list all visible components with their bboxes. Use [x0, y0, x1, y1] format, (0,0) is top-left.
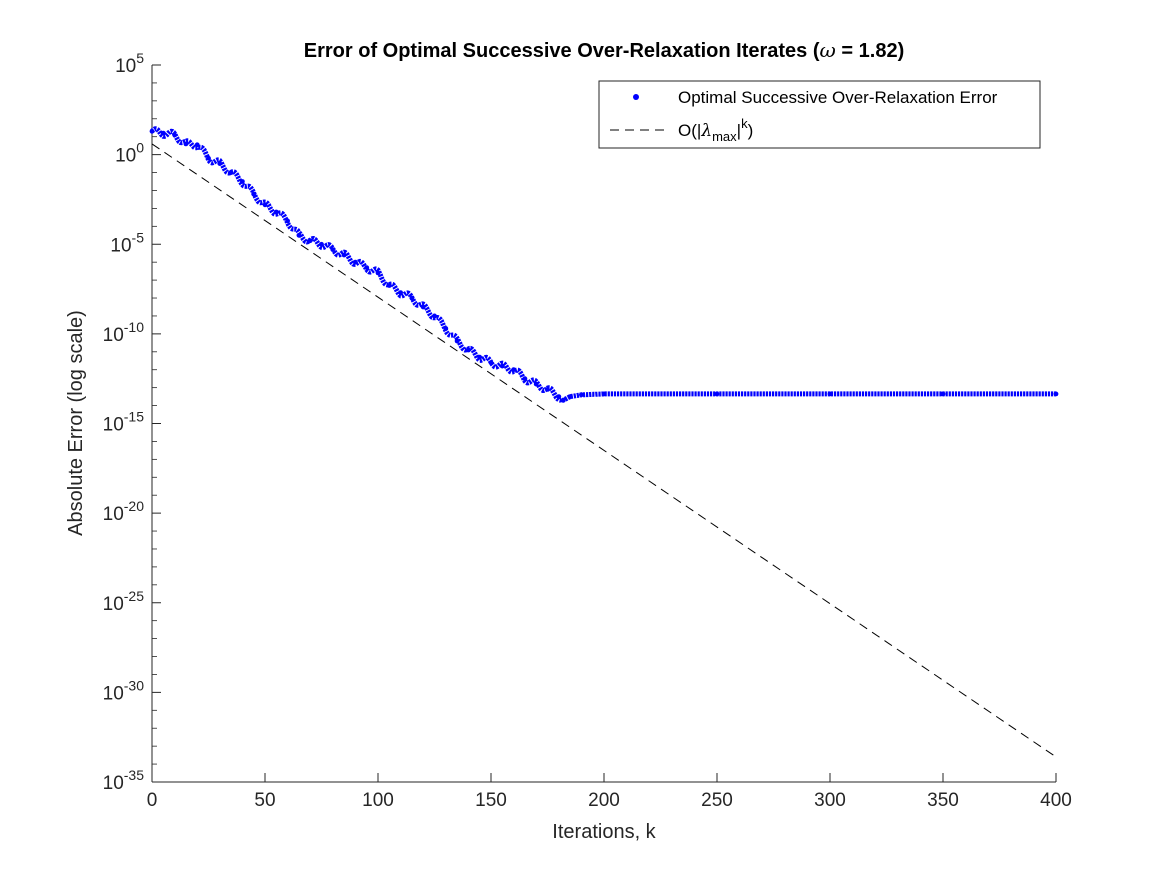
x-tick-label: 100 — [362, 790, 394, 811]
error-point — [228, 170, 234, 176]
legend-ref-sup: k — [741, 116, 748, 131]
error-point — [273, 209, 279, 215]
title-main: Error of Optimal Successive Over-Relaxat… — [304, 40, 820, 62]
error-point — [341, 252, 347, 258]
error-point — [556, 394, 562, 399]
error-point — [364, 265, 370, 270]
title-omega: ω — [820, 38, 836, 62]
error-point — [443, 326, 449, 331]
error-point — [560, 397, 566, 403]
x-tick-label: 50 — [254, 790, 275, 811]
error-point — [466, 347, 471, 353]
error-point — [601, 391, 607, 397]
series-error-dots — [150, 126, 1058, 403]
error-point — [217, 161, 223, 167]
error-point — [533, 381, 539, 387]
y-tick-label: 10-30 — [103, 677, 145, 704]
legend-ref-sub: max — [712, 129, 737, 144]
y-tick-label: 10-10 — [103, 319, 145, 346]
x-tick-label: 200 — [588, 790, 620, 811]
error-point — [398, 290, 403, 295]
x-tick-label: 0 — [147, 790, 158, 811]
error-point — [206, 155, 211, 161]
error-point — [285, 218, 290, 224]
error-point — [714, 391, 720, 397]
error-point — [488, 360, 494, 365]
error-point — [477, 354, 483, 360]
error-point — [1053, 391, 1059, 397]
error-point — [353, 259, 358, 265]
error-point — [330, 247, 336, 253]
error-point — [149, 128, 155, 134]
title-end: = 1.82) — [836, 40, 904, 62]
legend: Optimal Successive Over-Relaxation Error… — [598, 80, 1041, 149]
chart-title: Error of Optimal Successive Over-Relaxat… — [304, 38, 904, 62]
error-point — [386, 283, 392, 288]
y-tick-label: 105 — [115, 50, 144, 77]
y-tick-label: 10-20 — [103, 498, 145, 525]
y-tick-label: 100 — [115, 140, 144, 167]
error-point — [307, 238, 313, 244]
y-tick-label: 10-5 — [110, 229, 144, 256]
error-point — [240, 179, 245, 184]
error-point — [409, 295, 415, 301]
error-point — [375, 270, 381, 276]
x-tick-label: 250 — [701, 790, 733, 811]
series-error-points — [149, 128, 1059, 403]
error-point — [251, 191, 257, 197]
error-point — [432, 313, 437, 319]
error-point — [172, 132, 178, 138]
error-point — [545, 387, 550, 392]
y-tick-label: 10-25 — [103, 588, 145, 615]
legend-ref-prefix: O(| — [678, 121, 701, 140]
legend-entry-error: Optimal Successive Over-Relaxation Error — [678, 88, 998, 107]
error-point — [262, 202, 268, 208]
legend-entry-reference: O(|λmax|k) — [678, 116, 753, 144]
x-tick-label: 300 — [814, 790, 846, 811]
error-point — [511, 367, 516, 373]
error-point — [183, 141, 189, 147]
error-point — [827, 391, 833, 397]
error-point — [567, 394, 573, 399]
legend-marker-dot — [633, 94, 639, 100]
error-point — [194, 142, 200, 148]
y-ticks: 105 100 10-5 10-10 10-15 10-20 10-25 10-30 10-35 — [103, 50, 161, 794]
plot-area — [152, 65, 1056, 782]
error-point — [420, 304, 426, 310]
error-point — [579, 392, 584, 398]
error-point — [454, 338, 460, 344]
error-point — [319, 241, 324, 247]
x-tick-label: 350 — [927, 790, 959, 811]
x-tick-label: 400 — [1040, 790, 1072, 811]
error-point — [296, 232, 302, 238]
x-tick-label: 150 — [475, 790, 507, 811]
error-point — [522, 376, 528, 382]
y-axis-label: Absolute Error (log scale) — [65, 310, 87, 536]
x-axis-label: Iterations, k — [552, 821, 656, 843]
x-ticks: 0 50 100 150 200 250 300 350 400 — [147, 773, 1072, 811]
y-tick-label: 10-35 — [103, 767, 145, 794]
y-tick-label: 10-15 — [103, 409, 145, 436]
legend-ref-suffix: ) — [748, 121, 754, 140]
error-point — [499, 363, 505, 369]
series-reference-line — [151, 143, 1057, 758]
error-point — [940, 391, 946, 397]
legend-ref-lambda: λ — [700, 121, 712, 141]
legend-box — [598, 80, 1041, 149]
error-point — [160, 130, 166, 136]
legend-ref-mid: | — [737, 121, 741, 140]
